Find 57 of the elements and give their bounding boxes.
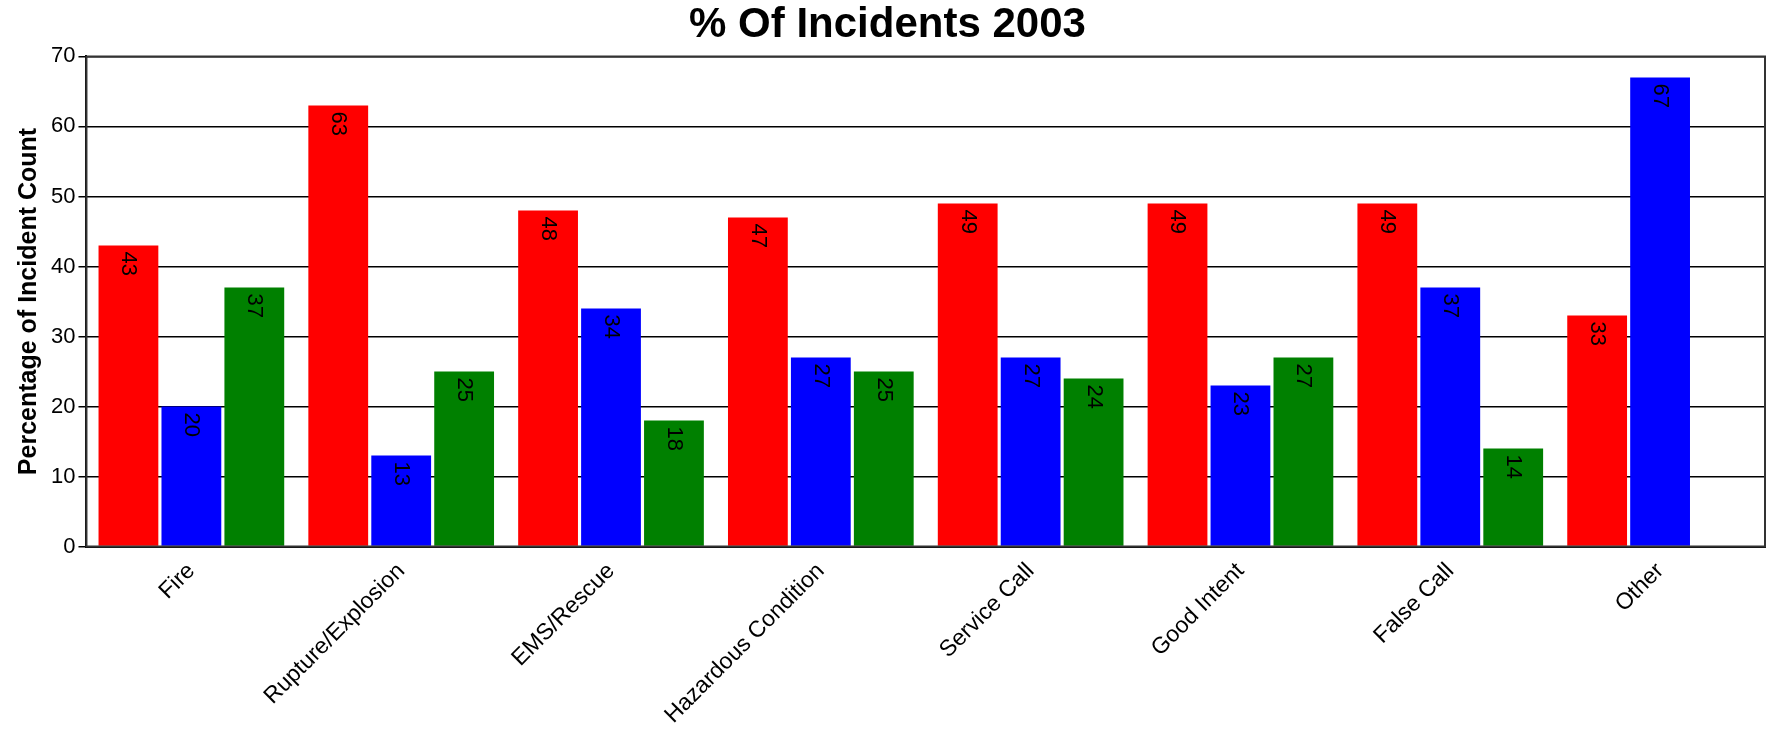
data-label: 49 — [1376, 209, 1402, 234]
bar — [790, 357, 851, 546]
y-tick-label: 50 — [50, 182, 76, 208]
bar — [1420, 287, 1481, 546]
data-label: 20 — [180, 412, 206, 438]
bar — [1273, 357, 1334, 546]
bar — [1000, 357, 1061, 546]
y-axis-title: Percentage of Incident Count — [12, 127, 41, 476]
bar — [371, 455, 432, 546]
y-tick-label: 40 — [50, 252, 76, 278]
bar — [98, 245, 159, 546]
data-label: 37 — [243, 293, 269, 318]
data-label: 27 — [1019, 363, 1045, 389]
y-tick-label: 20 — [50, 392, 76, 418]
data-label: 49 — [1166, 209, 1192, 234]
bar — [853, 371, 914, 546]
y-tick-label: 70 — [50, 42, 76, 68]
bar — [1483, 448, 1544, 546]
bar — [1630, 77, 1690, 546]
bar — [224, 287, 285, 546]
data-label: 18 — [662, 426, 688, 452]
y-tick-label: 0 — [63, 532, 76, 558]
data-label: 49 — [956, 209, 982, 234]
bar — [937, 203, 998, 546]
bar — [1063, 378, 1124, 546]
bar — [727, 217, 788, 546]
data-label: 24 — [1082, 384, 1108, 410]
data-label: 34 — [599, 314, 625, 339]
y-tick-label: 30 — [50, 322, 76, 348]
y-tick-label: 60 — [50, 112, 76, 138]
data-label: 48 — [537, 216, 562, 241]
bar — [518, 210, 578, 546]
data-label: 33 — [1586, 321, 1612, 346]
data-label: 27 — [1292, 363, 1318, 389]
bar — [1210, 385, 1271, 546]
y-tick-label: 10 — [50, 462, 76, 488]
bar — [308, 105, 369, 546]
data-label: 37 — [1439, 293, 1465, 318]
bar — [581, 308, 641, 546]
chart-title: % Of Incidents 2003 — [689, 0, 1086, 46]
data-label: 13 — [390, 461, 416, 487]
data-label: 25 — [453, 377, 479, 403]
x-tick-label: Fire — [153, 557, 200, 604]
bar — [644, 420, 704, 546]
bar — [1147, 203, 1208, 546]
bar — [1567, 315, 1628, 546]
data-label: 25 — [872, 377, 898, 403]
data-label: 47 — [746, 223, 772, 248]
bar — [434, 371, 495, 546]
bar — [1357, 203, 1418, 546]
data-label: 14 — [1502, 454, 1528, 480]
bar — [161, 406, 222, 546]
data-label: 63 — [327, 111, 353, 136]
data-label: 27 — [809, 363, 835, 389]
data-label: 67 — [1649, 83, 1675, 108]
data-label: 43 — [117, 251, 143, 276]
data-label: 23 — [1229, 391, 1255, 417]
